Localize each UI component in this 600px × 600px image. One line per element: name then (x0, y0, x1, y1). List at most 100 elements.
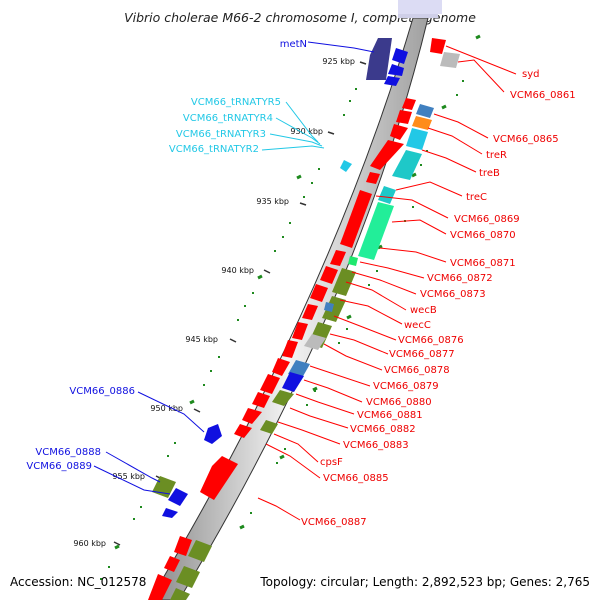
tick-label: 945 kbp (185, 335, 218, 344)
tick-label: 935 kbp (256, 197, 289, 206)
gene-VCM66_0880 (282, 372, 304, 392)
gene-VCM66_0870 (358, 202, 394, 260)
gene-red (252, 392, 270, 408)
gene-label: VCM66_0885 (323, 473, 389, 484)
gene-label: VCM66_0873 (420, 289, 486, 300)
gene-red (390, 124, 408, 140)
gene-red (302, 304, 318, 320)
gene-labels-right: syd VCM66_0861 VCM66_0865 treR treB treC… (301, 69, 576, 528)
gene-red (174, 536, 192, 556)
tick-label: 955 kbp (112, 472, 145, 481)
gene-labels-left-blue: metN VCM66_0886 VCM66_0888 VCM66_0889 (26, 39, 307, 472)
gene-treC (378, 186, 396, 204)
gene-label: VCM66_tRNATYR3 (176, 129, 266, 140)
gene-red (310, 284, 328, 302)
gene-treB (392, 150, 422, 180)
gene-orange (412, 116, 432, 130)
gene-VCM66_0883 (260, 420, 278, 434)
gene-VCM66_0889 (168, 488, 188, 506)
gene-label: VCM66_0872 (427, 273, 493, 284)
gene-label: cpsF (320, 457, 343, 468)
gene-red (272, 358, 290, 376)
gene-label: VCM66_0886 (69, 386, 135, 397)
gene-label: VCM66_0889 (26, 461, 92, 472)
gene-blue (392, 48, 408, 64)
gene-label: VCM66_0870 (450, 230, 516, 241)
gene-label: VCM66_0887 (301, 517, 367, 528)
gene-label: VCM66_0871 (450, 258, 516, 269)
gene-VCM66_0886 (204, 424, 222, 444)
gene-label: VCM66_0869 (454, 214, 520, 225)
gene-red (320, 266, 338, 284)
gene-partial-top (398, 14, 438, 18)
tick-label: 930 kbp (290, 127, 323, 136)
tick-label: 950 kbp (150, 404, 183, 413)
outer-guide-left (100, 88, 357, 580)
gene-label: treB (479, 168, 500, 179)
gene-olive (170, 588, 190, 600)
gene-labels-left-cyan: VCM66_tRNATYR5 VCM66_tRNATYR4 VCM66_tRNA… (169, 97, 281, 155)
gene-label: VCM66_0865 (493, 134, 559, 145)
gene-olive (188, 540, 212, 562)
gene-VCM66_0861 (440, 52, 460, 68)
gene-red (148, 574, 172, 600)
gene-label: VCM66_0881 (357, 410, 423, 421)
gene-red (402, 98, 416, 110)
gene-label: syd (522, 69, 539, 80)
gene-label: VCM66_0888 (35, 447, 101, 458)
gene-label: VCM66_0883 (343, 440, 409, 451)
tick-marks (113, 61, 367, 546)
topology-text: Topology: circular; Length: 2,892,523 bp… (259, 575, 590, 589)
gene-label: VCM66_0876 (398, 335, 464, 346)
gene-label: VCM66_0882 (350, 424, 416, 435)
gene-label: VCM66_tRNATYR5 (191, 97, 281, 108)
gene-red (292, 322, 308, 340)
gene-blue (384, 76, 400, 86)
gene-red (234, 424, 252, 438)
gene-red (366, 172, 380, 184)
gene-label: VCM66_0879 (373, 381, 439, 392)
gene-syd (430, 38, 446, 54)
tick-label: 960 kbp (73, 539, 106, 548)
outer-guide-right (242, 80, 464, 528)
gene-steelblue (416, 104, 434, 118)
gene-wecB (332, 268, 356, 296)
map-title: Vibrio cholerae M66-2 chromosome I, comp… (124, 10, 476, 25)
gene-VCM66_0887 (200, 456, 238, 500)
gene-label: treC (466, 192, 487, 203)
gene-red (242, 408, 262, 424)
gene-VCM66_0871 (348, 256, 358, 266)
gene-wecC (322, 296, 346, 322)
gene-label: metN (280, 39, 307, 50)
tick-label: 925 kbp (322, 57, 355, 66)
gene-tRNA-cyan (340, 160, 352, 172)
gene-VCM66_0881 (272, 390, 294, 406)
gene-red (396, 110, 412, 124)
gene-red (260, 374, 280, 394)
gene-label: wecB (410, 305, 437, 316)
leader-lines-right (257, 45, 517, 521)
gene-label: VCM66_tRNATYR2 (169, 144, 259, 155)
gene-VCM66_0878 (304, 334, 326, 350)
gene-blue (162, 508, 178, 518)
gene-red (282, 340, 298, 358)
gene-label: VCM66_0880 (366, 397, 432, 408)
gene-label: VCM66_0878 (384, 365, 450, 376)
gene-metN (366, 38, 392, 80)
gene-VCM66_0869 (340, 190, 372, 248)
leader-lines-left (93, 41, 375, 495)
green-dashes (114, 34, 481, 550)
gene-steelblue (324, 302, 334, 312)
gene-label: VCM66_0877 (389, 349, 455, 360)
chromosome-backbone (149, 17, 429, 600)
gene-partial-top (398, 0, 442, 14)
gene-cyan (406, 128, 428, 150)
gene-treR (370, 140, 404, 170)
gene-olive (176, 566, 200, 588)
tick-label: 940 kbp (221, 266, 254, 275)
accession-text: Accession: NC_012578 (10, 575, 146, 589)
gene-red (164, 556, 180, 572)
gene-label: VCM66_tRNATYR4 (183, 113, 273, 124)
